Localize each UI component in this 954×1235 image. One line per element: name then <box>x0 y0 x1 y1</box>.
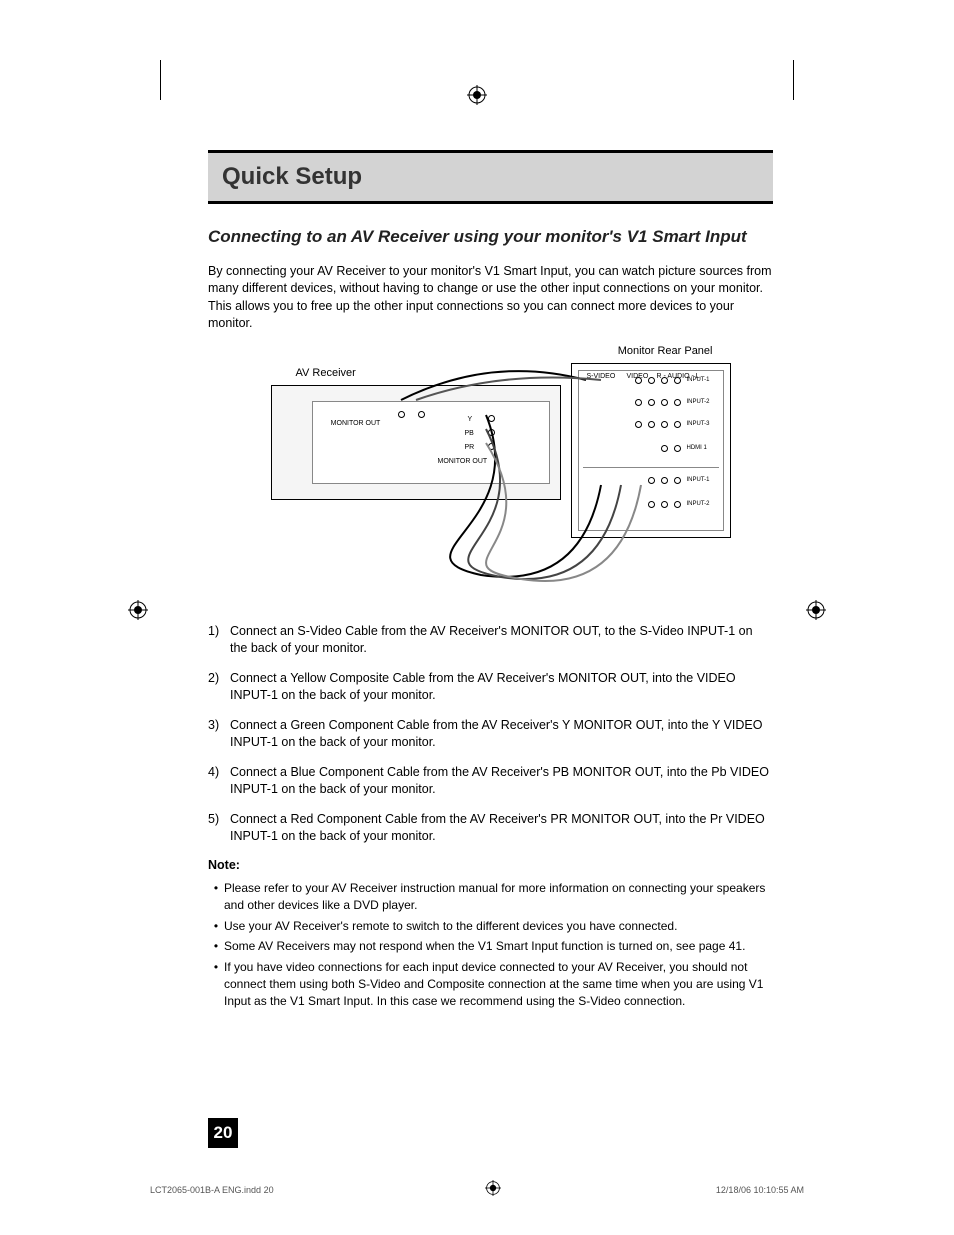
svideo-jack <box>398 410 405 420</box>
footer: LCT2065-001B-A ENG.indd 20 12/18/06 10:1… <box>150 1180 804 1200</box>
step-item: 4)Connect a Blue Component Cable from th… <box>208 764 773 799</box>
note-heading: Note: <box>208 858 773 872</box>
registration-mark <box>806 600 826 620</box>
page-content: Quick Setup Connecting to an AV Receiver… <box>208 150 773 1014</box>
note-item: •If you have video connections for each … <box>208 959 773 1009</box>
intro-paragraph: By connecting your AV Receiver to your m… <box>208 263 773 333</box>
pr-jack <box>488 442 495 452</box>
footer-left: LCT2065-001B-A ENG.indd 20 <box>150 1185 274 1195</box>
input2-label: INPUT-2 <box>687 399 717 405</box>
note-item: •Some AV Receivers may not respond when … <box>208 938 773 955</box>
connection-diagram: Monitor Rear Panel AV Receiver MONITOR O… <box>241 345 741 605</box>
note-text: Some AV Receivers may not respond when t… <box>224 938 745 955</box>
note-text: If you have video connections for each i… <box>224 959 773 1009</box>
section-title-box: Quick Setup <box>208 150 773 204</box>
page-number: 20 <box>208 1118 238 1148</box>
pb-jack <box>488 428 495 438</box>
section-subtitle: Connecting to an AV Receiver using your … <box>208 226 773 249</box>
y-label: Y <box>468 416 473 423</box>
crop-mark <box>793 60 794 100</box>
monitor-out2-label: MONITOR OUT <box>438 458 488 465</box>
monitor-rear-panel-box: INPUT-1 S-VIDEO VIDEO R - AUDIO - L INPU… <box>571 363 731 538</box>
registration-mark <box>485 1180 505 1200</box>
video-jack <box>418 410 425 420</box>
step-item: 3)Connect a Green Component Cable from t… <box>208 717 773 752</box>
registration-mark <box>128 600 148 620</box>
hdmi1-label: HDMI 1 <box>687 445 717 451</box>
footer-right: 12/18/06 10:10:55 AM <box>716 1185 804 1195</box>
step-text: Connect a Green Component Cable from the… <box>230 717 773 752</box>
step-text: Connect a Yellow Composite Cable from th… <box>230 670 773 705</box>
step-text: Connect an S-Video Cable from the AV Rec… <box>230 623 773 658</box>
crop-mark <box>160 60 161 100</box>
y-jack <box>488 414 495 424</box>
step-text: Connect a Red Component Cable from the A… <box>230 811 773 846</box>
notes-list: •Please refer to your AV Receiver instru… <box>208 880 773 1010</box>
step-item: 1)Connect an S-Video Cable from the AV R… <box>208 623 773 658</box>
note-item: •Please refer to your AV Receiver instru… <box>208 880 773 914</box>
video-label: VIDEO <box>627 373 649 380</box>
note-text: Please refer to your AV Receiver instruc… <box>224 880 773 914</box>
pb-label: PB <box>465 430 474 437</box>
svideo-label: S-VIDEO <box>587 373 616 380</box>
monitor-out-label: MONITOR OUT <box>331 420 381 427</box>
step-item: 5)Connect a Red Component Cable from the… <box>208 811 773 846</box>
comp-input2-label: INPUT-2 <box>687 501 717 507</box>
note-text: Use your AV Receiver's remote to switch … <box>224 918 677 935</box>
audio-label: R - AUDIO - L <box>657 373 700 380</box>
steps-list: 1)Connect an S-Video Cable from the AV R… <box>208 623 773 846</box>
section-title: Quick Setup <box>222 163 759 191</box>
step-text: Connect a Blue Component Cable from the … <box>230 764 773 799</box>
registration-mark <box>467 85 487 105</box>
step-item: 2)Connect a Yellow Composite Cable from … <box>208 670 773 705</box>
av-receiver-label: AV Receiver <box>296 367 356 379</box>
note-item: •Use your AV Receiver's remote to switch… <box>208 918 773 935</box>
av-receiver-box: MONITOR OUT Y PB PR MONITOR OUT <box>271 385 561 500</box>
comp-input1-label: INPUT-1 <box>687 477 717 483</box>
pr-label: PR <box>465 444 475 451</box>
input3-label: INPUT-3 <box>687 421 717 427</box>
monitor-panel-label: Monitor Rear Panel <box>618 345 713 357</box>
